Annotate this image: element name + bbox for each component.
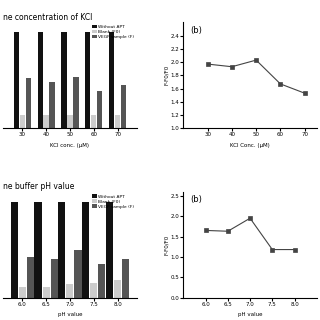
Bar <box>121 85 126 128</box>
Legend: Without APT, Blank (F0), VEGF sample (F): Without APT, Blank (F0), VEGF sample (F) <box>92 25 134 40</box>
Bar <box>82 202 89 298</box>
Legend: Without APT, Blank (F0), VEGF sample (F): Without APT, Blank (F0), VEGF sample (F) <box>92 194 134 209</box>
Bar <box>73 77 78 128</box>
X-axis label: pH value: pH value <box>58 312 82 317</box>
Bar <box>114 280 121 298</box>
Bar <box>27 257 34 298</box>
Bar <box>66 284 74 298</box>
Bar <box>44 115 49 128</box>
Bar <box>85 33 91 128</box>
Bar <box>37 33 43 128</box>
Y-axis label: F-F0/F0: F-F0/F0 <box>164 65 169 85</box>
Text: ne buffer pH value: ne buffer pH value <box>3 182 75 191</box>
Bar <box>98 264 105 298</box>
Text: (b): (b) <box>190 195 202 204</box>
Bar <box>91 115 96 128</box>
Bar <box>35 202 42 298</box>
Text: ne concentration of KCl: ne concentration of KCl <box>3 12 92 22</box>
Bar <box>26 78 31 128</box>
Y-axis label: F-F0/F0: F-F0/F0 <box>164 235 169 255</box>
Bar <box>51 259 58 298</box>
Bar <box>49 82 55 128</box>
X-axis label: KCl conc. (μM): KCl conc. (μM) <box>51 143 89 148</box>
Bar <box>43 286 50 298</box>
Bar <box>19 286 26 298</box>
Bar <box>14 33 19 128</box>
Bar <box>109 33 114 128</box>
Bar <box>20 115 25 128</box>
Bar <box>90 284 97 298</box>
Bar <box>75 250 82 298</box>
Bar <box>97 91 102 128</box>
Bar <box>11 202 18 298</box>
Bar <box>106 202 113 298</box>
Bar <box>67 115 73 128</box>
Bar <box>61 33 67 128</box>
Bar <box>115 115 120 128</box>
X-axis label: pH value: pH value <box>238 312 262 317</box>
X-axis label: KCl Conc. (μM): KCl Conc. (μM) <box>230 143 270 148</box>
Text: (b): (b) <box>190 26 202 35</box>
Bar <box>122 259 129 298</box>
Bar <box>58 202 65 298</box>
